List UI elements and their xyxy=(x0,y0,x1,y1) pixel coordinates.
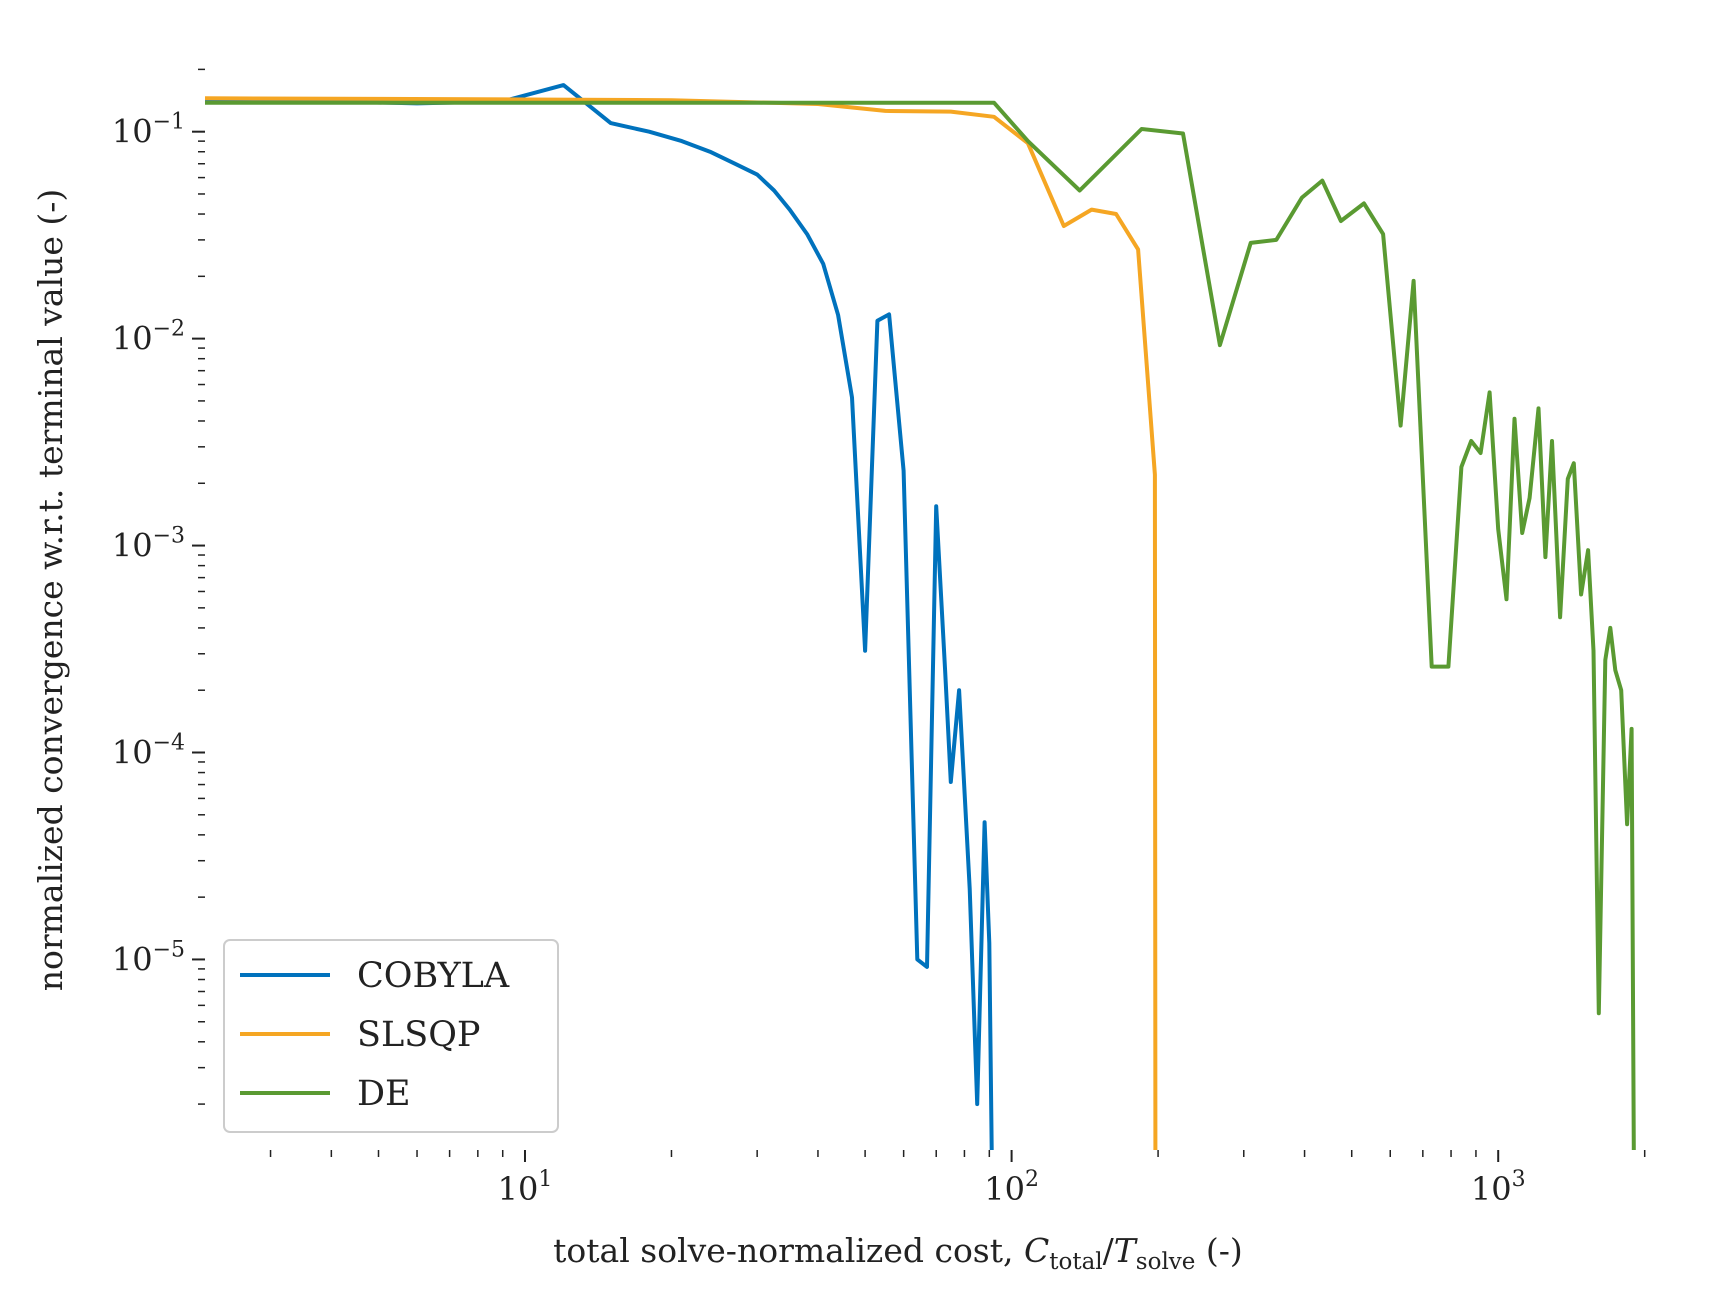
minor-ticks xyxy=(198,68,1646,1157)
x-axis-label-t-sub: solve xyxy=(1136,1249,1196,1275)
x-tick-label: 102 xyxy=(984,1167,1039,1208)
series-line-de xyxy=(205,100,1636,1151)
x-tick-exponent: 1 xyxy=(538,1167,552,1192)
y-axis-ticks: 10−110−210−310−410−5 xyxy=(112,110,205,978)
legend-label-de: DE xyxy=(357,1074,411,1114)
x-tick-exponent: 3 xyxy=(1512,1167,1526,1192)
x-tick-exponent: 2 xyxy=(1025,1167,1039,1192)
y-tick-base: 10 xyxy=(112,113,153,151)
y-axis-label: normalized convergence w.r.t. terminal v… xyxy=(31,189,70,992)
x-axis-label-t: T xyxy=(1114,1231,1139,1270)
x-axis-ticks: 101 102 103 xyxy=(498,1150,1526,1208)
y-tick-label: 10−1 xyxy=(112,110,185,151)
legend-label-cobyla: COBYLA xyxy=(357,956,510,996)
series-layer xyxy=(204,83,1636,1151)
x-axis-label-c-sub: total xyxy=(1049,1249,1102,1275)
x-axis-label-slash: / xyxy=(1103,1231,1115,1270)
y-tick-base: 10 xyxy=(112,734,153,772)
x-axis-label-c: C xyxy=(1024,1231,1049,1270)
legend-frame xyxy=(223,939,559,1133)
y-tick-exponent: −5 xyxy=(153,937,185,962)
legend-label-slsqp: SLSQP xyxy=(357,1015,480,1055)
y-tick-base: 10 xyxy=(112,320,153,358)
series-line-cobyla xyxy=(205,83,994,1151)
legend: COBYLA SLSQP DE xyxy=(223,939,559,1133)
x-tick-base: 10 xyxy=(498,1170,539,1208)
y-tick-exponent: −1 xyxy=(153,110,185,135)
y-tick-label: 10−3 xyxy=(112,524,185,565)
x-tick-label: 101 xyxy=(498,1167,553,1208)
y-tick-base: 10 xyxy=(112,940,153,978)
y-tick-exponent: −2 xyxy=(153,317,185,342)
y-tick-label: 10−2 xyxy=(112,317,185,358)
series-line-slsqp xyxy=(204,96,1158,1151)
x-axis-label: total solve-normalized cost, Ctotal/Tsol… xyxy=(553,1231,1243,1275)
y-tick-base: 10 xyxy=(112,527,153,565)
y-tick-exponent: −4 xyxy=(153,731,185,756)
x-axis-label-prefix: total solve-normalized cost, xyxy=(553,1231,1024,1270)
x-tick-base: 10 xyxy=(984,1170,1025,1208)
y-tick-exponent: −3 xyxy=(153,524,185,549)
x-tick-label: 103 xyxy=(1471,1167,1526,1208)
x-tick-base: 10 xyxy=(1471,1170,1512,1208)
y-tick-label: 10−5 xyxy=(112,937,185,978)
x-axis-label-suffix: (-) xyxy=(1195,1231,1242,1270)
y-tick-label: 10−4 xyxy=(112,731,185,772)
